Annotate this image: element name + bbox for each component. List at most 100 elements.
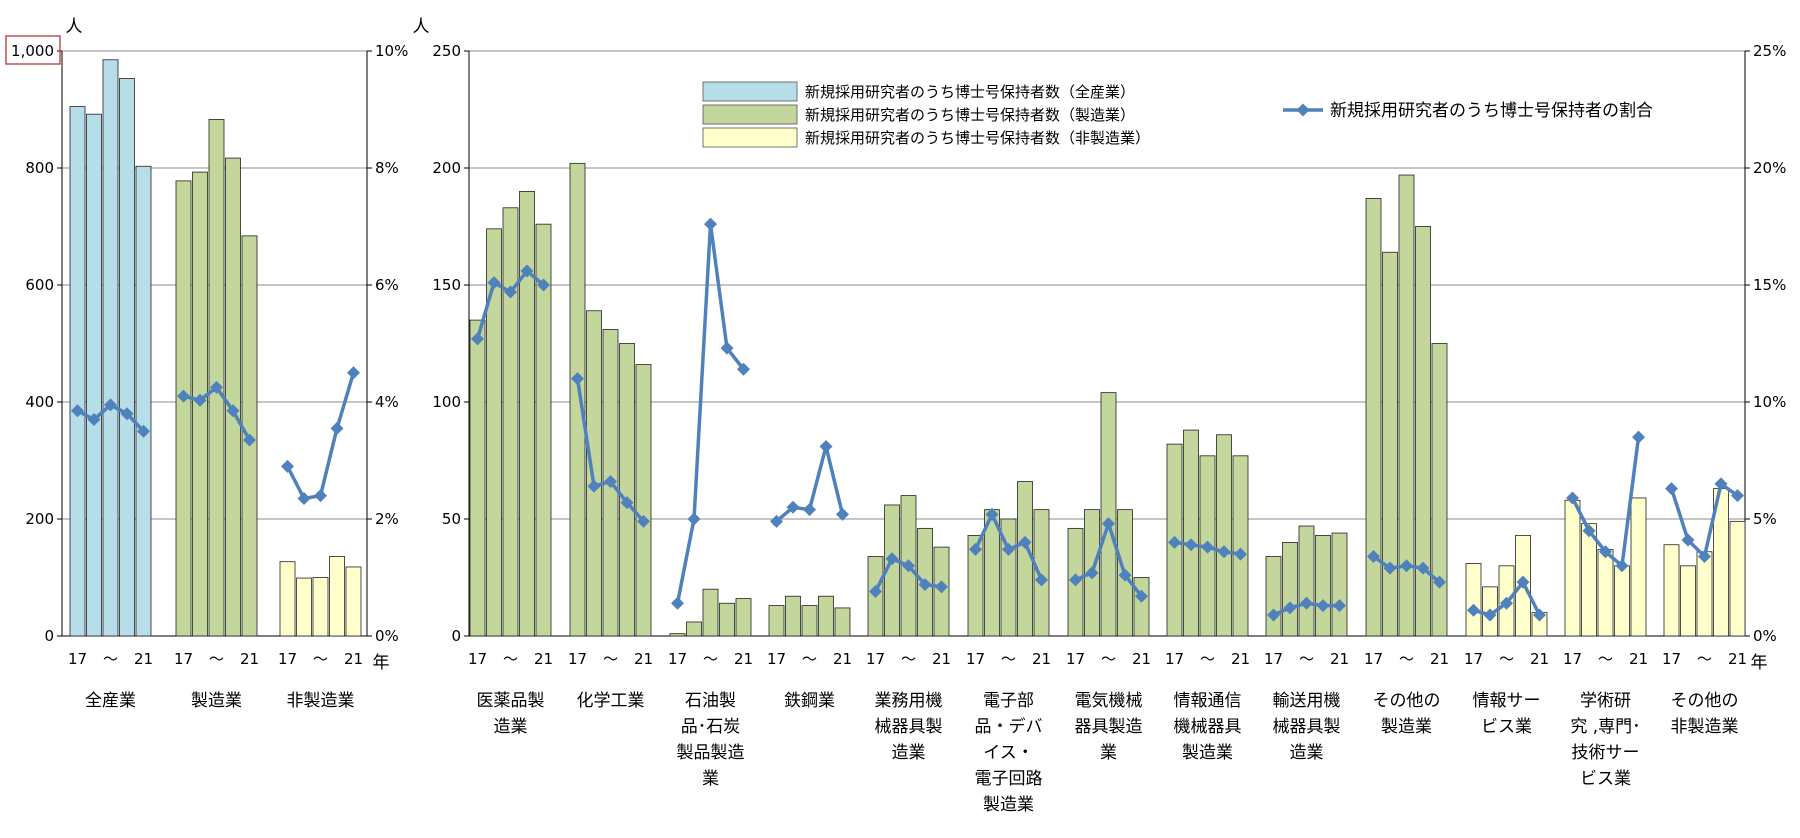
category-label: 機械器具 — [1174, 717, 1242, 737]
ratio-marker — [1467, 603, 1480, 617]
category-label: 業務用機 — [875, 691, 943, 711]
ratio-marker — [1714, 477, 1728, 491]
legend-swatch — [702, 81, 798, 102]
y-tick-label: 400 — [25, 393, 54, 411]
bar — [486, 228, 502, 637]
ratio-marker — [1383, 561, 1397, 575]
ratio-marker — [819, 439, 833, 453]
bar — [1630, 497, 1647, 637]
x-tick-label: 17 — [468, 650, 487, 668]
bar — [279, 561, 296, 637]
bar — [1614, 565, 1630, 637]
x-tick-label: ～ — [603, 650, 618, 668]
category-label: 品・デバ — [975, 716, 1043, 737]
bar — [1216, 434, 1232, 637]
x-tick-label: ～ — [1200, 650, 1215, 668]
y2-tick-label: 20% — [1753, 159, 1786, 177]
x-tick-label: 17 — [1662, 650, 1681, 668]
ratio-marker — [1267, 608, 1280, 622]
legend-line-marker — [1296, 103, 1310, 117]
bar — [296, 577, 312, 637]
ratio-marker — [87, 413, 101, 427]
ratio-marker — [620, 496, 634, 510]
category-label: 業 — [702, 769, 719, 789]
category-label: 輸送用機 — [1273, 691, 1341, 711]
ratio-marker — [969, 542, 982, 556]
bar — [1298, 525, 1315, 637]
x-tick-label: 17 — [668, 650, 687, 668]
category-label: 械器具製 — [875, 717, 943, 737]
x-tick-label: ～ — [103, 650, 118, 668]
category-label: 製造業 — [191, 691, 242, 711]
ratio-marker — [1168, 535, 1181, 549]
ratio-marker — [687, 512, 701, 526]
ratio-marker — [1300, 596, 1313, 610]
x-unit-label: 年 — [1751, 653, 1768, 673]
ratio-marker — [1118, 568, 1132, 582]
legend-label: 新規採用研究者のうち博士号保持者数（製造業） — [805, 106, 1135, 124]
category-label: 情報通信 — [1174, 691, 1242, 711]
ratio-marker — [297, 492, 311, 506]
category-label: 械器具製 — [1273, 717, 1341, 737]
x-tick-label: ～ — [703, 650, 718, 668]
ratio-marker — [1069, 573, 1082, 587]
ratio-marker — [885, 552, 899, 566]
category-label: ビス業 — [1481, 717, 1532, 737]
bar — [1564, 499, 1581, 637]
ratio-marker — [1665, 482, 1678, 496]
ratio-marker — [471, 332, 484, 346]
category-label: 全産業 — [85, 691, 136, 711]
ratio-marker — [314, 489, 327, 503]
x-tick-label: 17 — [966, 650, 985, 668]
category-label: 学術研 — [1580, 691, 1631, 711]
category-label: 造業 — [892, 743, 926, 763]
category-label: イス・ — [983, 743, 1034, 763]
ratio-marker — [487, 276, 501, 290]
y-tick-label: 600 — [25, 276, 54, 294]
ratio-marker — [104, 398, 117, 412]
category-label: 製造業 — [983, 795, 1034, 815]
legend: 新規採用研究者のうち博士号保持者数（全産業） 新規採用研究者のうち博士号保持者数（… — [702, 81, 1653, 148]
ratio-marker — [571, 372, 584, 386]
ratio-marker — [704, 217, 717, 231]
category-label: 情報サー — [1473, 691, 1541, 711]
category-label: その他の — [1373, 691, 1441, 711]
ratio-marker — [985, 507, 999, 521]
y2-tick-label: 8% — [375, 159, 399, 177]
category-label: 器具製造 — [1075, 717, 1143, 737]
bar — [1282, 542, 1298, 637]
x-tick-label: ～ — [1697, 650, 1712, 668]
category-label: 医薬品製 — [477, 691, 545, 711]
bar — [1465, 563, 1482, 637]
bar — [1398, 174, 1415, 637]
bar — [1431, 343, 1448, 637]
ratio-line — [285, 372, 356, 501]
y2-tick-label: 0% — [375, 627, 399, 645]
bar — [1680, 565, 1696, 637]
ratio-marker — [1184, 538, 1198, 552]
y-tick-label: 150 — [432, 276, 461, 294]
x-tick-label: ～ — [503, 650, 518, 668]
ratio-marker — [1698, 549, 1711, 563]
ratio-marker — [1731, 489, 1744, 503]
ratio-marker — [1367, 549, 1380, 563]
ratio-marker — [330, 421, 344, 435]
ratio-marker — [1234, 547, 1247, 561]
ratio-marker — [1333, 599, 1346, 613]
ratio-marker — [177, 389, 190, 403]
category-label: 電気機械 — [1075, 691, 1143, 711]
ratio-marker — [71, 404, 84, 418]
x-tick-label: 21 — [344, 650, 363, 668]
y-tick-label: 200 — [25, 510, 54, 528]
ratio-marker — [1433, 575, 1446, 589]
legend-label: 新規採用研究者のうち博士号保持者数（非製造業） — [805, 129, 1150, 147]
legend-swatch — [702, 104, 798, 125]
y2-tick-label: 0% — [1753, 627, 1777, 645]
x-tick-label: 21 — [240, 650, 259, 668]
x-tick-label: 17 — [278, 650, 297, 668]
x-tick-label: 21 — [534, 650, 553, 668]
ratio-marker — [770, 514, 783, 528]
bar — [535, 223, 552, 637]
x-tick-label: 17 — [1264, 650, 1283, 668]
right-panel: 0 50 100 150 200 250 0% 5% 10% 15% 20% 25% 人年 17 ～ 21 医薬… — [413, 17, 1787, 815]
